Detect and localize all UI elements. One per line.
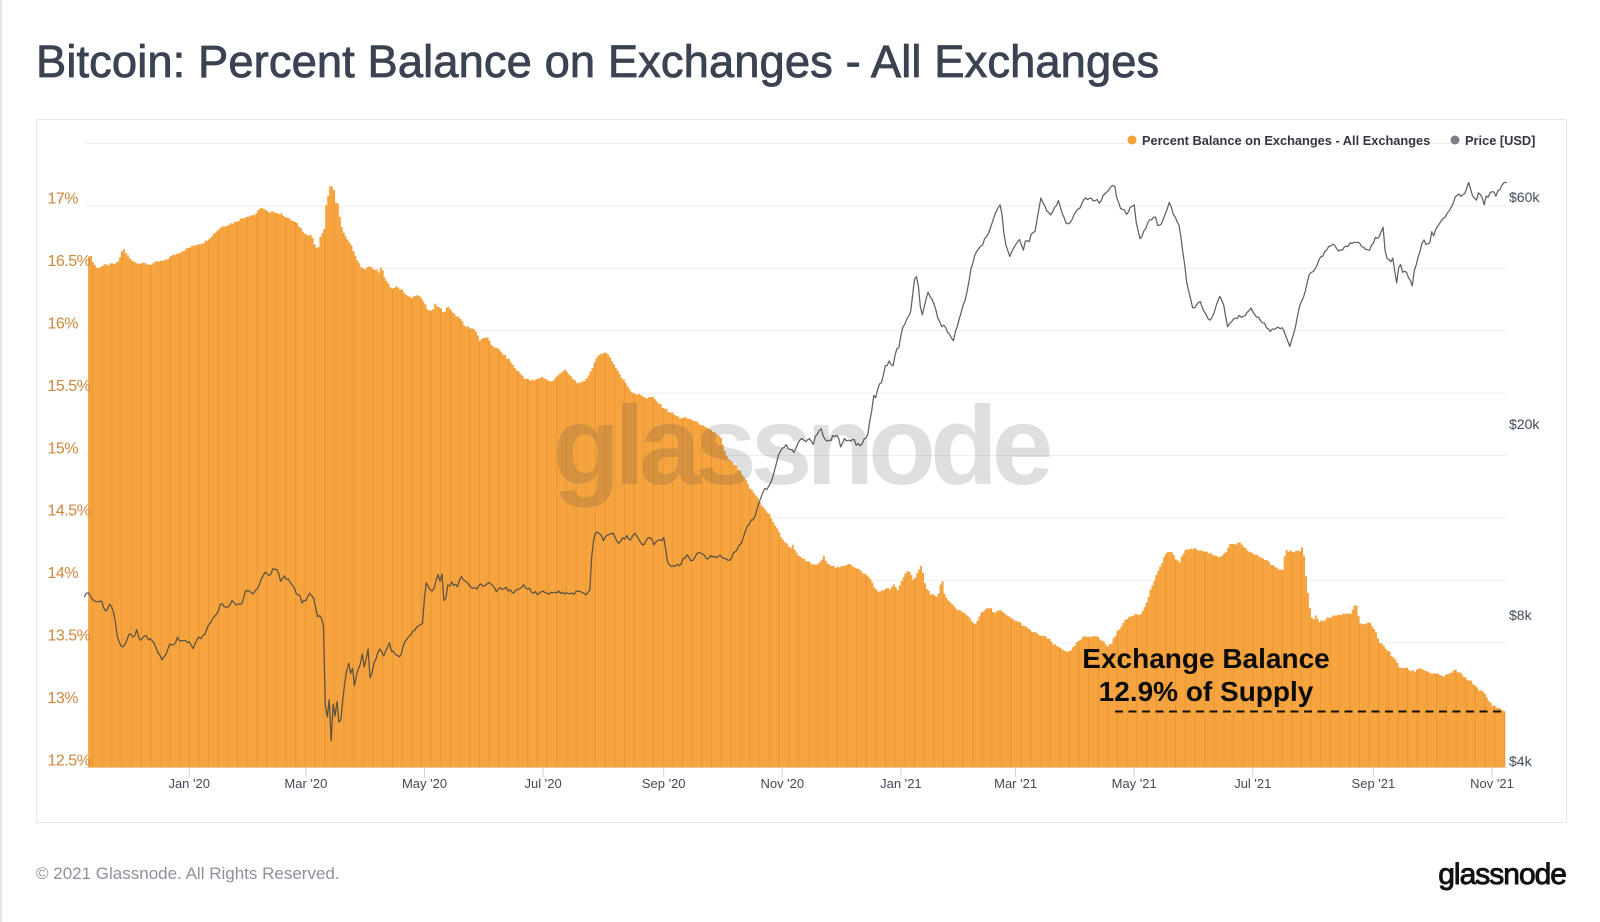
svg-text:Jan '20: Jan '20 xyxy=(168,776,210,791)
svg-text:glassnode: glassnode xyxy=(1438,858,1566,891)
svg-text:17%: 17% xyxy=(48,191,79,208)
svg-text:Price [USD]: Price [USD] xyxy=(1465,133,1535,148)
svg-text:glassnode: glassnode xyxy=(553,384,1050,508)
svg-text:Sep '20: Sep '20 xyxy=(642,776,686,791)
svg-text:14.5%: 14.5% xyxy=(48,503,91,520)
svg-text:Mar '20: Mar '20 xyxy=(284,776,327,791)
svg-text:Exchange Balance: Exchange Balance xyxy=(1082,643,1329,674)
svg-text:Nov '21: Nov '21 xyxy=(1470,776,1514,791)
svg-text:$20k: $20k xyxy=(1509,416,1540,432)
svg-text:May '20: May '20 xyxy=(402,776,447,791)
svg-text:Sep '21: Sep '21 xyxy=(1352,776,1396,791)
svg-text:16%: 16% xyxy=(48,316,79,333)
svg-text:15.5%: 15.5% xyxy=(48,378,91,395)
svg-text:12.5%: 12.5% xyxy=(48,752,91,769)
svg-text:$8k: $8k xyxy=(1509,607,1533,623)
svg-text:13%: 13% xyxy=(48,690,79,707)
svg-text:$4k: $4k xyxy=(1509,753,1533,769)
svg-text:15%: 15% xyxy=(48,440,79,457)
svg-text:14%: 14% xyxy=(48,565,79,582)
svg-text:Percent Balance on Exchanges -: Percent Balance on Exchanges - All Excha… xyxy=(1142,133,1430,148)
svg-text:May '21: May '21 xyxy=(1112,776,1157,791)
svg-text:16.5%: 16.5% xyxy=(48,253,91,270)
svg-text:$60k: $60k xyxy=(1509,189,1540,205)
svg-text:Jul '21: Jul '21 xyxy=(1234,776,1271,791)
svg-text:13.5%: 13.5% xyxy=(48,628,91,645)
svg-text:Jan '21: Jan '21 xyxy=(880,776,922,791)
svg-text:12.9% of Supply: 12.9% of Supply xyxy=(1099,676,1314,707)
svg-text:Bitcoin: Percent Balance on Ex: Bitcoin: Percent Balance on Exchanges - … xyxy=(36,36,1159,87)
svg-text:© 2021 Glassnode. All Rights R: © 2021 Glassnode. All Rights Reserved. xyxy=(36,864,340,883)
svg-text:Nov '20: Nov '20 xyxy=(760,776,804,791)
svg-text:Mar '21: Mar '21 xyxy=(994,776,1037,791)
svg-text:Jul '20: Jul '20 xyxy=(525,776,562,791)
